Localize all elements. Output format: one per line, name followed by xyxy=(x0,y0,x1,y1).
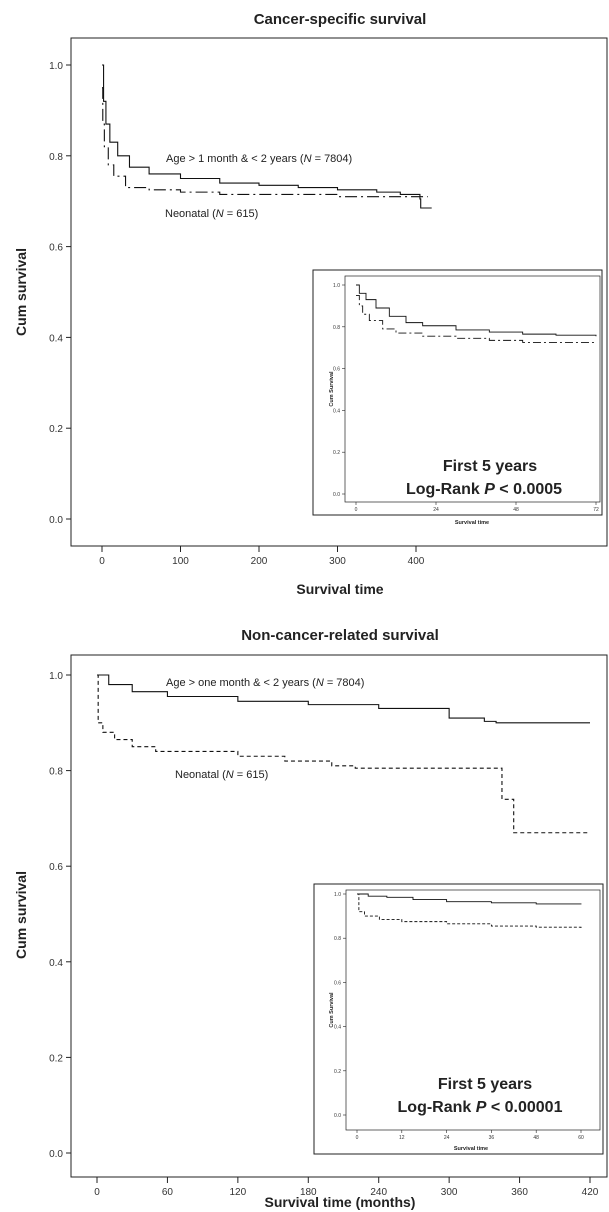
inset-frame xyxy=(313,883,604,1155)
series-layer xyxy=(97,674,590,834)
survival-curve xyxy=(102,87,428,198)
chart-title: Cancer-specific survival xyxy=(254,11,427,28)
x-tick-label: 420 xyxy=(582,1187,599,1198)
inset-series-layer xyxy=(357,893,582,930)
inset-tick-layer: 0 24 48 72 0.0 0.2 0.4 0.6 0.8 1.0 xyxy=(333,283,599,513)
inset-x-tick-label: 36 xyxy=(489,1135,495,1141)
x-axis-label: Survival time (months) xyxy=(265,1194,416,1210)
series-layer xyxy=(102,64,432,209)
inset-y-tick-label: 0.6 xyxy=(334,980,341,986)
inset-text-line1: First 5 years xyxy=(438,1076,532,1093)
survival-curve xyxy=(97,674,590,724)
inset-text-line1: First 5 years xyxy=(443,458,537,475)
inset-x-tick-label: 48 xyxy=(533,1135,539,1141)
inset-survival-curve xyxy=(357,893,582,930)
x-tick-label: 100 xyxy=(172,556,189,567)
inset-y-tick-label: 0.0 xyxy=(333,492,340,498)
y-tick-label: 0.2 xyxy=(49,1053,63,1064)
y-tick-label: 1.0 xyxy=(49,61,63,72)
plot-frame xyxy=(70,654,608,1178)
inset-x-tick-label: 60 xyxy=(578,1135,584,1141)
x-tick-label: 200 xyxy=(251,556,268,567)
non-cancer-panel: Non-cancer-related survival Survival tim… xyxy=(13,627,608,1210)
inset-y-tick-label: 0.4 xyxy=(333,408,340,414)
y-tick-label: 0.8 xyxy=(49,152,63,163)
y-tick-label: 0.0 xyxy=(49,1149,63,1160)
y-axis-label: Cum survival xyxy=(13,248,29,336)
y-axis-label: Cum survival xyxy=(13,871,29,959)
inset-y-tick-label: 0.2 xyxy=(333,450,340,456)
y-tick-label: 0.2 xyxy=(49,424,63,435)
inset-series-layer xyxy=(356,284,597,343)
inset-y-tick-label: 1.0 xyxy=(334,892,341,898)
series-label-neonatal: Neonatal (N = 615) xyxy=(165,208,258,220)
inset-plot-frame xyxy=(344,275,601,503)
y-tick-label: 0.4 xyxy=(49,333,63,344)
tick-layer: 0 100 200 300 400 0.0 0.2 0.4 0.6 0.8 1.0 xyxy=(49,61,425,567)
inset-text-line2: Log-Rank P < 0.0005 xyxy=(406,481,562,498)
inset-y-axis-label: Cum Survival xyxy=(329,371,335,407)
y-tick-label: 1.0 xyxy=(49,671,63,682)
x-tick-label: 120 xyxy=(230,1187,247,1198)
inset-x-tick-label: 0 xyxy=(355,507,358,513)
x-tick-label: 360 xyxy=(511,1187,528,1198)
x-tick-label: 300 xyxy=(441,1187,458,1198)
x-tick-label: 0 xyxy=(94,1187,100,1198)
inset-y-tick-label: 0.6 xyxy=(333,367,340,373)
chart-title: Non-cancer-related survival xyxy=(241,627,439,644)
inset-x-axis-label: Survival time xyxy=(454,1146,488,1152)
inset-y-tick-label: 0.8 xyxy=(334,936,341,942)
inset-plot-frame xyxy=(345,889,601,1131)
inset-frame xyxy=(312,269,603,516)
cancer-specific-panel: Cancer-specific survival Survival time C… xyxy=(13,11,608,597)
inset-x-tick-label: 24 xyxy=(444,1135,450,1141)
x-tick-label: 240 xyxy=(370,1187,387,1198)
inset-x-tick-label: 12 xyxy=(399,1135,405,1141)
x-tick-label: 0 xyxy=(99,556,105,567)
plot-frame xyxy=(70,37,608,547)
inset-y-tick-label: 1.0 xyxy=(333,283,340,289)
x-tick-label: 400 xyxy=(408,556,425,567)
y-tick-label: 0.0 xyxy=(49,515,63,526)
x-tick-label: 180 xyxy=(300,1187,317,1198)
survival-curve xyxy=(102,64,432,209)
series-label-age: Age > one month & < 2 years (N = 7804) xyxy=(166,677,364,689)
inset-x-tick-label: 48 xyxy=(513,507,519,513)
inset-x-tick-label: 0 xyxy=(356,1135,359,1141)
inset-survival-curve xyxy=(357,893,582,905)
inset-y-axis-label: Cum Survival xyxy=(329,992,335,1028)
inset-text-line2: Log-Rank P < 0.00001 xyxy=(398,1099,563,1116)
survival-curve xyxy=(97,674,590,834)
inset-x-axis-label: Survival time xyxy=(455,520,489,526)
inset-y-tick-label: 0.8 xyxy=(333,325,340,331)
inset-survival-curve xyxy=(356,295,596,343)
y-tick-label: 0.4 xyxy=(49,958,63,969)
inset-y-tick-label: 0.2 xyxy=(334,1069,341,1075)
y-tick-label: 0.8 xyxy=(49,767,63,778)
y-tick-label: 0.6 xyxy=(49,243,63,254)
inset-survival-curve xyxy=(356,284,597,337)
y-tick-label: 0.6 xyxy=(49,862,63,873)
series-label-neonatal: Neonatal (N = 615) xyxy=(175,769,268,781)
inset-tick-layer: 0 12 24 36 48 60 0.0 0.2 0.4 0.6 0.8 1.0 xyxy=(334,892,584,1141)
inset-x-tick-label: 72 xyxy=(593,507,599,513)
x-axis-label: Survival time xyxy=(296,581,383,597)
x-tick-label: 300 xyxy=(329,556,346,567)
inset-y-tick-label: 0.4 xyxy=(334,1025,341,1031)
inset-x-tick-label: 24 xyxy=(433,507,439,513)
x-tick-label: 60 xyxy=(162,1187,174,1198)
inset-y-tick-label: 0.0 xyxy=(334,1113,341,1119)
series-label-age: Age > 1 month & < 2 years (N = 7804) xyxy=(166,153,352,165)
